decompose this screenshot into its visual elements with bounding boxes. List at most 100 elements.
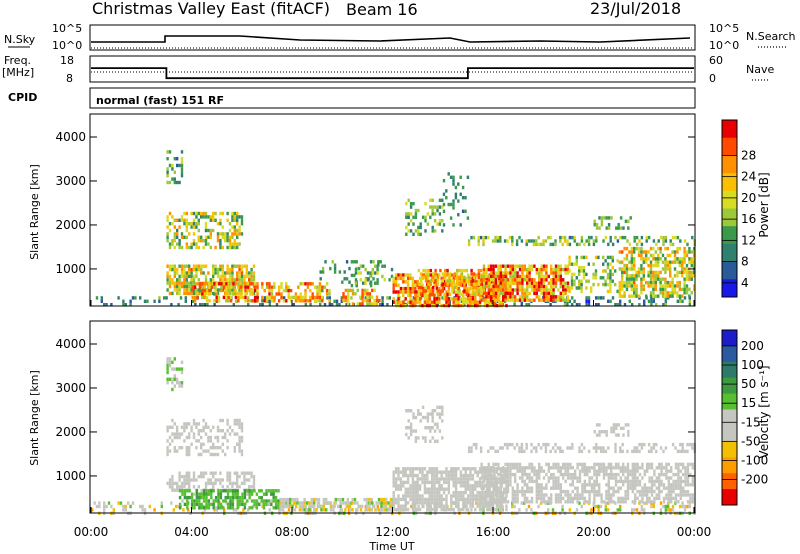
heatmap-cell: [209, 471, 212, 475]
heatmap-cell: [359, 264, 362, 268]
heatmap-cell: [456, 268, 459, 273]
colorbar-swatch: [722, 457, 737, 474]
heatmap-cell: [542, 496, 546, 501]
heatmap-cell: [645, 239, 648, 243]
heatmap-cell: [180, 360, 184, 364]
heatmap-cell: [224, 452, 227, 457]
heatmap-cell: [669, 274, 672, 278]
heatmap-cell: [385, 501, 388, 505]
heatmap-cell: [202, 449, 205, 453]
heatmap-cell: [598, 423, 601, 427]
heatmap-cell: [635, 270, 638, 275]
heatmap-cell: [679, 296, 682, 300]
heatmap-cell: [623, 291, 626, 295]
heatmap-cell: [654, 280, 657, 285]
heatmap-cell: [452, 484, 455, 488]
heatmap-cell: [454, 297, 458, 301]
heatmap-cell: [625, 257, 629, 261]
heatmap-cell: [185, 242, 188, 246]
heatmap-cell: [523, 466, 526, 470]
heatmap-cell: [490, 278, 493, 282]
heatmap-cell: [277, 288, 281, 293]
heatmap-cell: [617, 433, 620, 437]
heatmap-cell: [627, 219, 630, 223]
heatmap-cell: [226, 232, 229, 236]
heatmap-cell: [630, 267, 633, 271]
heatmap-cell: [482, 267, 486, 272]
heatmap-cell: [214, 478, 217, 482]
heatmap-cell: [354, 281, 358, 285]
heatmap-cell: [598, 489, 601, 494]
heatmap-cell: [679, 462, 682, 467]
heatmap-cell: [526, 500, 529, 504]
heatmap-cell: [637, 250, 641, 254]
heatmap-cell: [598, 472, 601, 477]
heatmap-cell: [658, 476, 661, 480]
heatmap-cell: [422, 268, 425, 273]
heatmap-cell: [173, 367, 176, 371]
heatmap-cell: [661, 291, 665, 295]
heatmap-cell: [193, 295, 197, 300]
heatmap-cell: [654, 270, 657, 275]
heatmap-cell: [411, 490, 415, 495]
heatmap-cell: [399, 507, 403, 512]
heatmap-cell: [640, 250, 643, 254]
heatmap-cell: [240, 425, 244, 429]
heatmap-cell: [240, 471, 244, 475]
heatmap-cell: [494, 486, 498, 490]
heatmap-cell: [204, 278, 208, 282]
heatmap-cell: [423, 467, 427, 471]
heatmap-cell: [440, 470, 443, 474]
heatmap-cell: [557, 271, 560, 275]
nave-label: Nave: [746, 63, 774, 76]
heatmap-cell: [535, 271, 538, 275]
heatmap-cell: [250, 274, 253, 279]
colorbar-tick-label: 200: [741, 339, 764, 353]
heatmap-cell: [540, 489, 543, 494]
heatmap-cell: [176, 488, 179, 492]
heatmap-cell: [411, 473, 415, 478]
heatmap-cell: [349, 504, 352, 509]
heatmap-cell: [239, 295, 242, 300]
heatmap-cell: [306, 299, 310, 303]
heatmap-cell: [535, 295, 538, 299]
heatmap-cell: [535, 281, 538, 285]
heatmap-cell: [421, 293, 424, 298]
heatmap-cell: [645, 253, 648, 258]
heatmap-cell: [438, 198, 442, 202]
heatmap-cell: [535, 493, 538, 497]
heatmap-cell: [389, 497, 393, 502]
heatmap-cell: [683, 296, 687, 300]
heatmap-cell: [521, 281, 524, 285]
heatmap-cell: [445, 494, 448, 498]
heatmap-cell: [640, 253, 643, 258]
heatmap-cell: [681, 442, 684, 447]
heatmap-cell: [570, 262, 574, 266]
heatmap-cell: [487, 274, 490, 279]
heatmap-cell: [171, 377, 174, 381]
heatmap-cell: [183, 492, 187, 496]
heatmap-cell: [225, 501, 228, 505]
heatmap-cell: [659, 446, 663, 450]
heatmap-cell: [265, 492, 268, 496]
heatmap-cell: [481, 293, 484, 298]
heatmap-cell: [363, 497, 366, 502]
heatmap-cell: [212, 425, 215, 429]
heatmap-cell: [669, 284, 672, 288]
heatmap-cell: [168, 481, 172, 486]
heatmap-cell: [392, 504, 395, 508]
heatmap-cell: [233, 432, 236, 436]
heatmap-cell: [530, 284, 534, 289]
heatmap-cell: [205, 489, 208, 493]
heatmap-cell: [483, 300, 487, 304]
heatmap-cell: [431, 419, 434, 423]
heatmap-cell: [419, 232, 422, 236]
heatmap-cell: [438, 219, 442, 223]
heatmap-cell: [518, 449, 521, 454]
heatmap-cell: [263, 296, 267, 300]
heatmap-cell: [176, 367, 179, 371]
heatmap-cell: [212, 211, 215, 216]
heatmap-cell: [236, 499, 239, 503]
heatmap-cell: [493, 293, 496, 298]
x-tick-label: 20:00: [576, 525, 611, 539]
